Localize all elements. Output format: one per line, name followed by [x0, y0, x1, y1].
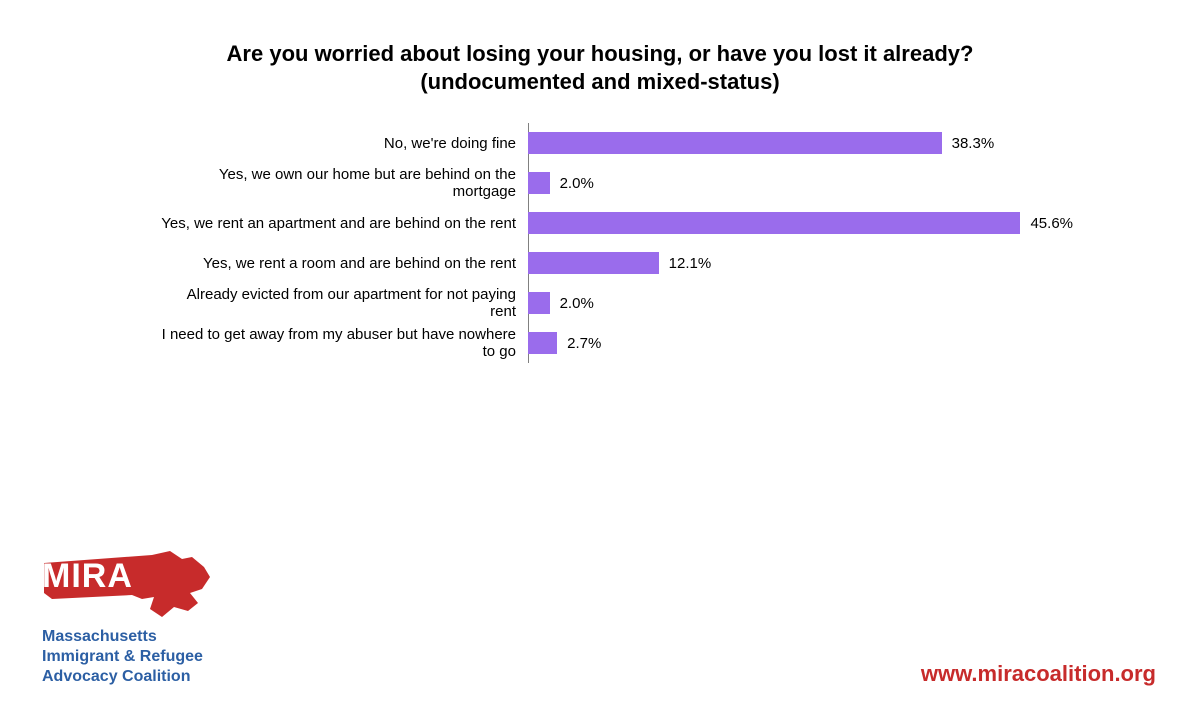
logo-line-1: Massachusetts [42, 627, 272, 647]
chart-row: No, we're doing fine 38.3% [160, 123, 1120, 163]
bar-track: 2.7% [528, 323, 1068, 363]
value-label: 12.1% [659, 252, 712, 274]
chart-row: Yes, we rent an apartment and are behind… [160, 203, 1120, 243]
bar-track: 38.3% [528, 123, 1068, 163]
bar-track: 12.1% [528, 243, 1068, 283]
logo-line-3: Advocacy Coalition [42, 667, 272, 687]
bar [528, 252, 659, 274]
website-url: www.miracoalition.org [921, 661, 1156, 687]
bar-track: 2.0% [528, 283, 1068, 323]
category-label: Yes, we rent an apartment and are behind… [160, 215, 528, 232]
chart-title: Are you worried about losing your housin… [190, 40, 1010, 95]
logo-state-shape: MIRA [42, 549, 212, 621]
chart-row: I need to get away from my abuser but ha… [160, 323, 1120, 363]
value-label: 45.6% [1020, 212, 1073, 234]
category-label: No, we're doing fine [160, 135, 528, 152]
value-label: 2.0% [550, 292, 594, 314]
category-label: I need to get away from my abuser but ha… [160, 326, 528, 360]
value-label: 2.7% [557, 332, 601, 354]
chart-row: Yes, we own our home but are behind on t… [160, 163, 1120, 203]
category-label: Already evicted from our apartment for n… [160, 286, 528, 320]
value-label: 38.3% [942, 132, 995, 154]
bar-chart: No, we're doing fine 38.3% Yes, we own our… [160, 123, 1120, 363]
mira-logo: MIRA Massachusetts Immigrant & Refugee A… [42, 549, 272, 687]
logo-wordmark: MIRA [42, 557, 133, 596]
logo-line-2: Immigrant & Refugee [42, 647, 272, 667]
category-label: Yes, we own our home but are behind on t… [160, 166, 528, 200]
footer: MIRA Massachusetts Immigrant & Refugee A… [0, 525, 1200, 715]
logo-subtitle: Massachusetts Immigrant & Refugee Advoca… [42, 627, 272, 687]
bar [528, 292, 550, 314]
bar [528, 172, 550, 194]
bar [528, 332, 557, 354]
value-label: 2.0% [550, 172, 594, 194]
bar-track: 2.0% [528, 163, 1068, 203]
bar [528, 212, 1020, 234]
chart-row: Already evicted from our apartment for n… [160, 283, 1120, 323]
bar [528, 132, 942, 154]
category-label: Yes, we rent a room and are behind on th… [160, 255, 528, 272]
chart-row: Yes, we rent a room and are behind on th… [160, 243, 1120, 283]
page: Are you worried about losing your housin… [0, 40, 1200, 715]
bar-track: 45.6% [528, 203, 1068, 243]
